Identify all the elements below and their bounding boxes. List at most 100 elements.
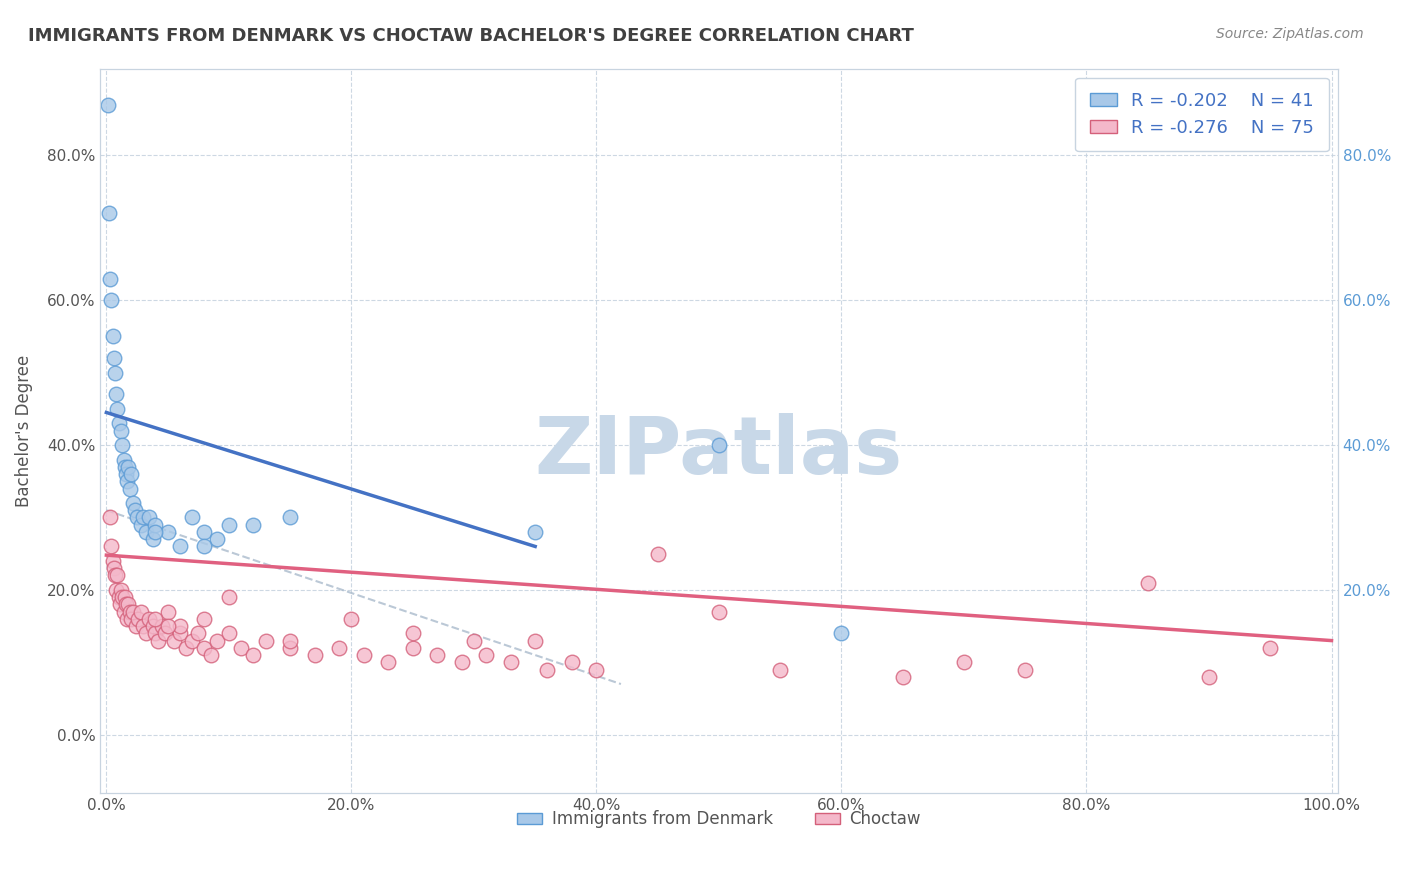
Point: [135, 524, 157, 539]
Point: [181, 633, 204, 648]
Point: [1014, 663, 1036, 677]
Point: [891, 670, 914, 684]
Point: [127, 612, 149, 626]
Point: [231, 640, 253, 655]
Point: [769, 663, 792, 677]
Point: [150, 619, 173, 633]
Point: [156, 619, 179, 633]
Point: [97, 206, 120, 220]
Text: Source: ZipAtlas.com: Source: ZipAtlas.com: [1216, 27, 1364, 41]
Point: [138, 612, 160, 626]
Point: [218, 590, 240, 604]
Point: [110, 582, 132, 597]
Point: [145, 524, 167, 539]
Point: [111, 438, 134, 452]
Point: [120, 467, 142, 481]
Point: [125, 510, 148, 524]
Point: [426, 648, 449, 662]
Point: [278, 510, 301, 524]
Point: [101, 554, 124, 568]
Y-axis label: Bachelor's Degree: Bachelor's Degree: [15, 354, 32, 507]
Point: [193, 640, 215, 655]
Point: [115, 467, 138, 481]
Point: [205, 532, 228, 546]
Point: [304, 648, 326, 662]
Point: [107, 401, 129, 416]
Point: [169, 540, 191, 554]
Point: [707, 605, 730, 619]
Point: [97, 97, 120, 112]
Point: [561, 656, 583, 670]
Point: [111, 590, 134, 604]
Point: [328, 640, 350, 655]
Point: [103, 351, 125, 366]
Point: [117, 459, 139, 474]
Point: [1258, 640, 1281, 655]
Point: [112, 605, 135, 619]
Point: [107, 417, 129, 431]
Point: [401, 640, 423, 655]
Point: [112, 452, 135, 467]
Point: [169, 619, 191, 633]
Point: [104, 568, 127, 582]
Point: [118, 482, 141, 496]
Point: [156, 605, 179, 619]
Point: [353, 648, 375, 662]
Point: [193, 540, 215, 554]
Point: [145, 517, 167, 532]
Point: [181, 510, 204, 524]
Point: [707, 438, 730, 452]
Point: [145, 612, 167, 626]
Point: [218, 626, 240, 640]
Point: [108, 598, 131, 612]
Point: [145, 626, 167, 640]
Point: [647, 547, 669, 561]
Point: [122, 496, 145, 510]
Point: [536, 663, 558, 677]
Point: [242, 517, 264, 532]
Point: [124, 503, 146, 517]
Point: [200, 648, 222, 662]
Point: [100, 540, 122, 554]
Point: [830, 626, 852, 640]
Point: [118, 605, 141, 619]
Point: [163, 633, 186, 648]
Point: [205, 633, 228, 648]
Point: [98, 510, 121, 524]
Point: [98, 271, 121, 285]
Point: [120, 612, 142, 626]
Point: [450, 656, 472, 670]
Point: [103, 561, 125, 575]
Point: [187, 626, 209, 640]
Point: [340, 612, 363, 626]
Text: ZIPatlas: ZIPatlas: [534, 413, 903, 491]
Point: [524, 524, 547, 539]
Point: [278, 633, 301, 648]
Point: [129, 605, 152, 619]
Point: [115, 612, 138, 626]
Point: [499, 656, 522, 670]
Point: [125, 619, 148, 633]
Point: [114, 459, 136, 474]
Point: [132, 619, 155, 633]
Point: [1198, 670, 1220, 684]
Point: [135, 626, 157, 640]
Legend: Immigrants from Denmark, Choctaw: Immigrants from Denmark, Choctaw: [510, 804, 928, 835]
Point: [100, 293, 122, 308]
Point: [218, 517, 240, 532]
Point: [142, 532, 165, 546]
Point: [169, 626, 191, 640]
Point: [254, 633, 277, 648]
Point: [193, 524, 215, 539]
Point: [107, 568, 129, 582]
Point: [193, 612, 215, 626]
Point: [132, 510, 155, 524]
Point: [115, 598, 138, 612]
Point: [475, 648, 498, 662]
Point: [101, 329, 124, 343]
Point: [114, 590, 136, 604]
Point: [278, 640, 301, 655]
Point: [110, 424, 132, 438]
Point: [524, 633, 547, 648]
Point: [953, 656, 976, 670]
